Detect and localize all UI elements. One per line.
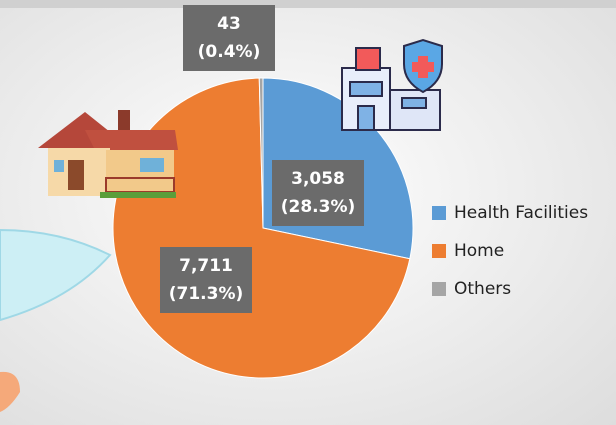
house-icon (38, 110, 178, 198)
legend-swatch (432, 206, 446, 220)
data-label: 43 (217, 14, 241, 34)
percent-label: (28.3%) (281, 197, 356, 217)
legend: Health Facilities Home Others (432, 203, 588, 299)
percent-label: (71.3%) (169, 284, 244, 304)
top-band (0, 0, 616, 8)
legend-label: Home (454, 241, 504, 261)
data-labels: 3,058 (28.3%) 7,711 (71.3%) 43 (0.4%) (160, 5, 364, 313)
legend-swatch (432, 282, 446, 296)
data-label: 7,711 (179, 256, 233, 276)
wing-icon (0, 228, 112, 412)
data-label-box (160, 247, 252, 313)
legend-swatch (432, 244, 446, 258)
hospital-icon (341, 38, 443, 131)
pie-slice (258, 77, 264, 229)
data-label-box (272, 160, 364, 226)
data-label-box (183, 5, 275, 71)
data-label: 3,058 (291, 169, 345, 189)
percent-label: (0.4%) (198, 42, 261, 62)
legend-label: Health Facilities (454, 203, 588, 223)
legend-label: Others (454, 279, 511, 299)
